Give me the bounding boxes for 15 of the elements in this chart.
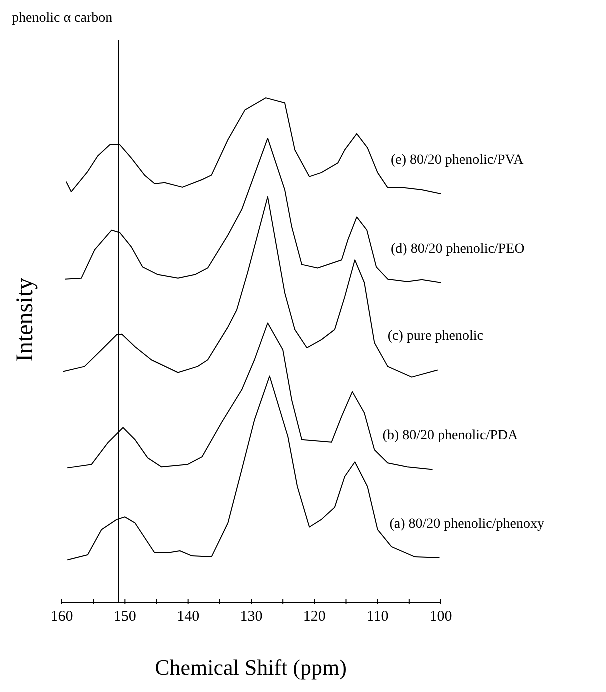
series-label: (e) 80/20 phenolic/PVA — [391, 153, 525, 168]
x-tick-label: 160 — [50, 609, 74, 625]
y-axis-title: Intensity — [12, 278, 40, 362]
x-tick-label: 100 — [430, 609, 452, 625]
x-tick-label: 150 — [114, 609, 136, 625]
series-label: (c) pure phenolic — [388, 329, 484, 344]
series-label: (b) 80/20 phenolic/PDA — [382, 428, 519, 444]
ref-line-label: phenolic α carbon — [12, 11, 113, 26]
x-tick-label: 130 — [240, 609, 263, 625]
x-tick-label: 120 — [303, 609, 326, 625]
x-tick-label: 140 — [177, 609, 200, 625]
x-axis-title: Chemical Shift (ppm) — [155, 655, 347, 681]
x-tick-label: 110 — [366, 609, 389, 625]
series-label: (a) 80/20 phenolic/phenoxy — [390, 517, 544, 532]
series-label: (d) 80/20 phenolic/PEO — [391, 242, 525, 257]
